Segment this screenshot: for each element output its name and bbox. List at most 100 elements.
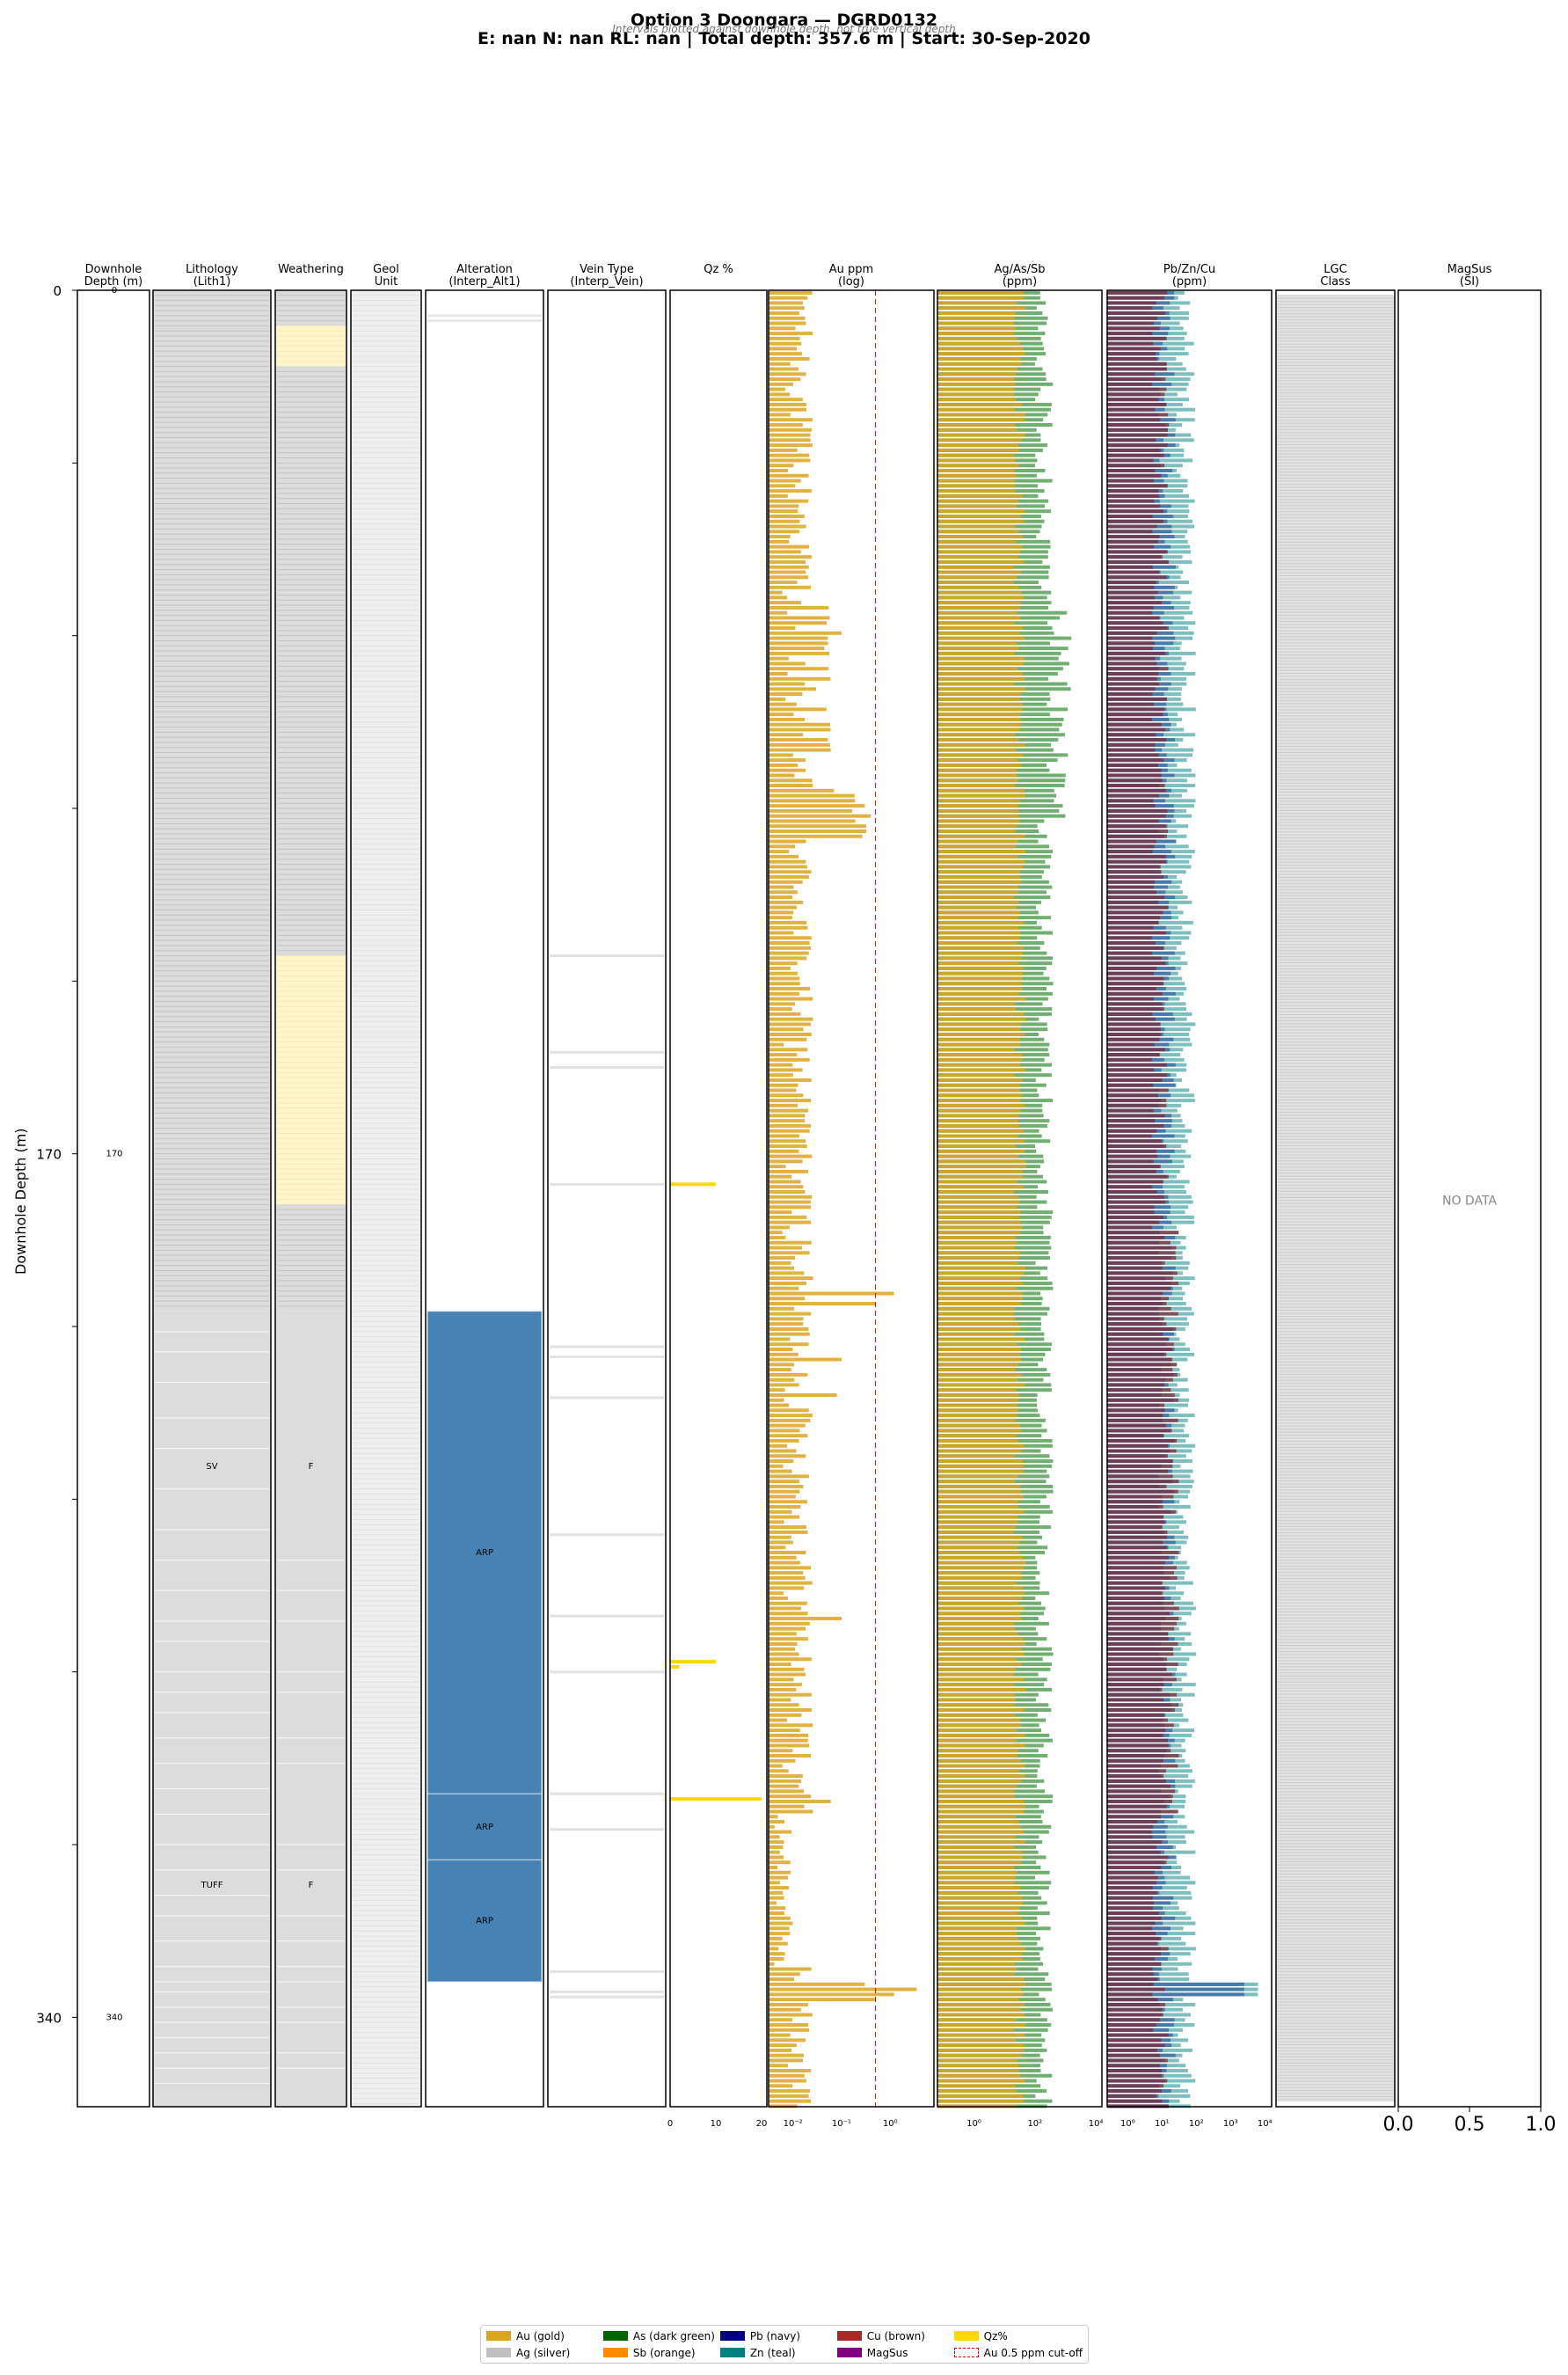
au-bar bbox=[769, 931, 794, 935]
sb-bar bbox=[937, 885, 1018, 889]
au-bar bbox=[769, 290, 813, 295]
au-bar bbox=[769, 987, 811, 991]
sb-bar bbox=[937, 1372, 1022, 1377]
au-bar bbox=[769, 1692, 813, 1697]
cu-bar bbox=[1107, 895, 1164, 900]
cu-bar bbox=[1107, 885, 1155, 889]
au-bar bbox=[769, 1728, 800, 1733]
cu-bar bbox=[1107, 1449, 1177, 1453]
au-bar bbox=[769, 1398, 784, 1402]
cu-bar bbox=[1107, 2023, 1156, 2028]
au-bar bbox=[769, 321, 806, 325]
sb-bar bbox=[937, 1123, 1019, 1128]
au-bar bbox=[769, 671, 788, 676]
legend-item: Pb (navy) bbox=[719, 2330, 837, 2342]
au-bar bbox=[769, 1896, 784, 1900]
au-bar bbox=[769, 1154, 813, 1158]
cu-bar bbox=[1107, 1083, 1154, 1087]
sb-bar bbox=[937, 1266, 1026, 1270]
au-bar bbox=[769, 1317, 804, 1321]
sb-bar bbox=[937, 788, 1025, 793]
au-bar bbox=[769, 997, 813, 1001]
sb-bar bbox=[937, 1357, 1022, 1362]
sb-bar bbox=[937, 1926, 1017, 1931]
au-bar bbox=[769, 1962, 775, 1966]
sb-bar bbox=[937, 1621, 1015, 1626]
cu-bar bbox=[1107, 1866, 1162, 1870]
sb-bar bbox=[937, 433, 1025, 437]
cu-bar bbox=[1107, 311, 1165, 315]
cu-bar bbox=[1107, 1662, 1178, 1667]
sb-bar bbox=[937, 1342, 1017, 1347]
au-bar bbox=[769, 1123, 812, 1128]
cu-bar bbox=[1107, 636, 1153, 640]
au-bar bbox=[769, 656, 789, 661]
sb-bar bbox=[937, 1641, 1025, 1646]
sb-bar bbox=[937, 687, 1025, 691]
sb-bar bbox=[937, 1866, 1015, 1870]
sb-bar bbox=[937, 1489, 1022, 1494]
sb-bar bbox=[937, 356, 1021, 361]
cu-bar bbox=[1107, 1317, 1164, 1321]
au-bar bbox=[769, 1348, 793, 1352]
cu-bar bbox=[1107, 788, 1166, 793]
track-subtitle-depth: Depth (m) bbox=[84, 275, 143, 289]
au-bar bbox=[769, 1454, 806, 1458]
cu-bar bbox=[1107, 1667, 1167, 1671]
au-bar bbox=[769, 768, 806, 772]
cu-bar bbox=[1107, 356, 1157, 361]
cu-bar bbox=[1107, 1195, 1164, 1199]
cu-bar bbox=[1107, 535, 1160, 539]
sb-bar bbox=[937, 1449, 1022, 1453]
au-bar bbox=[769, 1560, 800, 1565]
sb-bar bbox=[937, 1799, 1024, 1803]
cu-bar bbox=[1107, 712, 1163, 717]
legend-item: Zn (teal) bbox=[719, 2346, 837, 2359]
sb-bar bbox=[937, 631, 1020, 635]
au-bar bbox=[769, 1383, 799, 1387]
qz-bar bbox=[670, 1660, 716, 1664]
au-bar bbox=[769, 722, 831, 727]
weathering-label: F bbox=[309, 1881, 314, 1890]
sb-bar bbox=[937, 784, 1015, 788]
legend-label: Zn (teal) bbox=[749, 2346, 796, 2359]
au-bar bbox=[769, 1982, 865, 1986]
au-bar bbox=[769, 850, 790, 854]
cu-bar bbox=[1107, 1454, 1168, 1458]
au-bar bbox=[769, 1921, 793, 1926]
au-bar bbox=[769, 428, 813, 432]
sb-bar bbox=[937, 1921, 1025, 1926]
au-bar bbox=[769, 1022, 812, 1027]
sb-bar bbox=[937, 362, 1022, 366]
sb-bar bbox=[937, 1189, 1015, 1194]
au-bar bbox=[769, 1469, 792, 1473]
au-bar bbox=[769, 982, 800, 986]
sb-bar bbox=[937, 905, 1017, 910]
au-bar bbox=[769, 1337, 791, 1341]
sb-bar bbox=[937, 1281, 1023, 1285]
au-bar bbox=[769, 951, 809, 955]
au-bar bbox=[769, 1713, 802, 1717]
cu-bar bbox=[1107, 544, 1155, 549]
sb-bar bbox=[937, 1546, 1017, 1550]
depth-track-label: 340 bbox=[106, 2013, 122, 2022]
au-bar bbox=[769, 1134, 799, 1138]
au-bar bbox=[769, 661, 806, 666]
au-bar bbox=[769, 1794, 812, 1799]
track-title-depth: Downhole bbox=[85, 263, 142, 276]
sb-bar bbox=[937, 550, 1021, 554]
agassb-tick-label: 10⁴ bbox=[1089, 2119, 1104, 2129]
cu-bar bbox=[1107, 1708, 1176, 1713]
au-bar bbox=[769, 590, 783, 595]
au-bar bbox=[769, 1753, 811, 1758]
au-bar bbox=[769, 509, 799, 514]
au-bar bbox=[769, 2079, 806, 2083]
cu-bar bbox=[1107, 581, 1156, 585]
sb-bar bbox=[937, 1952, 1023, 1956]
cu-bar bbox=[1107, 859, 1167, 864]
cu-bar bbox=[1107, 443, 1168, 448]
cu-bar bbox=[1107, 316, 1157, 320]
alteration-label: ARP bbox=[476, 1548, 493, 1558]
sb-bar bbox=[937, 1571, 1022, 1575]
cu-bar bbox=[1107, 1749, 1171, 1753]
